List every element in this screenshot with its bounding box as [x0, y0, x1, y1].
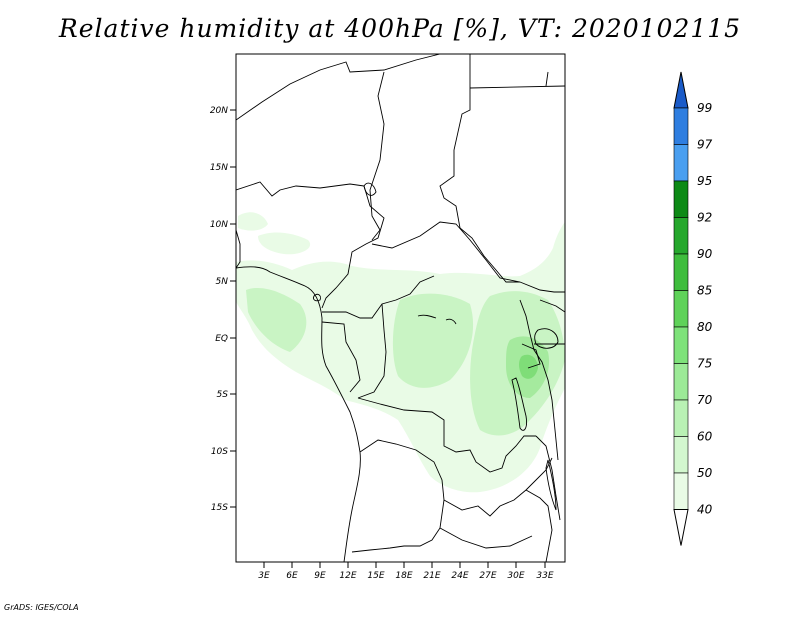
border-sahara-north — [236, 54, 441, 121]
latitude-axis: 20N 15N 10N 5N EQ 5S 10S 15S — [210, 106, 236, 513]
colorbar-bottom-arrow — [673, 509, 689, 546]
colorbar-top-arrow — [673, 71, 689, 109]
map-title: Relative humidity at 400hPa [%], VT: 202… — [58, 14, 742, 43]
border-drc-angola — [357, 397, 536, 473]
lake-tanganyika — [511, 377, 527, 431]
colorbar-label: 90 — [697, 247, 713, 261]
lat-tick-label: 20N — [210, 106, 228, 116]
lat-tick-label: 15S — [211, 503, 228, 513]
lon-tick-label: 33E — [536, 571, 553, 581]
lake-malawi — [545, 459, 557, 511]
lat-tick-label: 5S — [217, 390, 229, 400]
colorbar-label: 40 — [697, 503, 713, 517]
border-rwanda — [521, 343, 541, 369]
colorbar-segment — [673, 144, 689, 182]
country-borders — [236, 54, 565, 562]
border-gabon-congo — [321, 321, 361, 393]
border-uganda — [539, 299, 565, 313]
colorbar-segment — [673, 399, 689, 437]
coastline — [236, 266, 361, 562]
lake-victoria — [534, 328, 559, 349]
lon-tick-label: 15E — [367, 571, 384, 581]
lon-tick-label: 12E — [339, 571, 356, 581]
colorbar-label: 80 — [697, 320, 713, 334]
humidity-region-central — [392, 293, 474, 388]
credit-text: GrADS: IGES/COLA — [4, 603, 79, 612]
humidity-region-coast — [246, 287, 307, 352]
longitude-axis: 3E 6E 9E 12E 15E 18E 21E 24E 27E 30E 33E — [258, 562, 554, 581]
map-frame — [235, 53, 566, 563]
border-car — [371, 221, 565, 293]
colorbar-segment — [673, 180, 689, 218]
lon-tick-label: 6E — [286, 571, 298, 581]
colorbar-segment — [673, 436, 689, 474]
colorbar-label: 75 — [697, 357, 712, 371]
lat-tick-label: 10S — [211, 447, 228, 457]
colorbar-label: 60 — [697, 430, 713, 444]
border-niger-south — [236, 181, 365, 197]
colorbar-segment — [673, 290, 689, 328]
lon-tick-label: 3E — [258, 571, 270, 581]
coast-east-indian — [545, 71, 549, 87]
lat-tick-label: 15N — [210, 163, 228, 173]
river-congo-2 — [445, 318, 457, 325]
colorbar-segment — [673, 107, 689, 145]
lon-tick-label: 24E — [451, 571, 468, 581]
border-angola-south — [351, 439, 445, 553]
colorbar-label: 92 — [697, 211, 712, 225]
lon-tick-label: 30E — [507, 571, 524, 581]
lon-tick-label: 18E — [395, 571, 412, 581]
border-mozambique — [525, 489, 553, 562]
humidity-region-west — [258, 232, 311, 255]
river-congo-1 — [417, 314, 437, 319]
border-libya-sudan — [439, 54, 520, 283]
colorbar-segment — [673, 253, 689, 291]
colorbar-segment — [673, 217, 689, 255]
colorbar: 99 97 95 92 90 85 80 75 70 60 50 40 — [673, 71, 713, 546]
colorbar-segment — [673, 363, 689, 401]
lat-tick-label: 5N — [216, 277, 229, 287]
colorbar-label: 99 — [697, 101, 712, 115]
lat-tick-label: 10N — [210, 220, 228, 230]
coast-senegal-west — [236, 229, 241, 269]
border-sudan-east — [469, 85, 565, 89]
border-nigeria-cameroon — [321, 185, 385, 309]
colorbar-segment — [673, 326, 689, 364]
colorbar-label: 70 — [697, 393, 713, 407]
border-east-lakes — [519, 299, 559, 461]
colorbar-segment — [673, 472, 689, 510]
border-zambia — [443, 457, 553, 517]
island-bioko — [313, 293, 321, 302]
border-malawi — [535, 435, 561, 521]
colorbar-label: 97 — [697, 138, 713, 152]
lon-tick-label: 27E — [479, 571, 496, 581]
border-zambia-south — [439, 527, 533, 549]
humidity-region-kivu — [519, 354, 538, 379]
lon-tick-label: 9E — [314, 571, 326, 581]
lat-tick-label: EQ — [215, 334, 228, 344]
lake-chad — [363, 182, 377, 196]
border-congo-drc — [357, 303, 387, 399]
lon-tick-label: 21E — [423, 571, 440, 581]
humidity-shading — [236, 212, 565, 493]
colorbar-label: 50 — [697, 466, 713, 480]
border-niger-chad — [369, 71, 385, 241]
humidity-region-north — [238, 212, 268, 231]
colorbar-label: 95 — [697, 174, 712, 188]
colorbar-label: 85 — [697, 284, 712, 298]
